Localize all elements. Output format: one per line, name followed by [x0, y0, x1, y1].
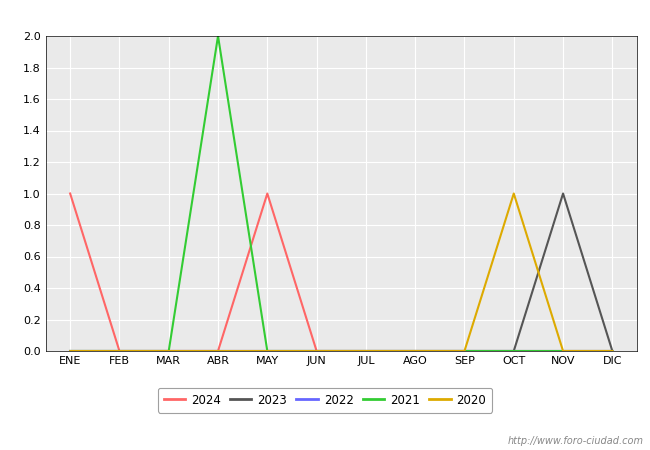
Line: 2020: 2020 — [70, 194, 612, 351]
2020 — [608, 348, 616, 354]
2023 — [263, 348, 271, 354]
2024 — [608, 348, 616, 354]
2020 — [263, 348, 271, 354]
2024 — [165, 348, 173, 354]
2022 — [214, 348, 222, 354]
2024 — [362, 348, 370, 354]
2023 — [214, 348, 222, 354]
2021 — [313, 348, 320, 354]
2021 — [66, 348, 74, 354]
2024 — [214, 348, 222, 354]
2021 — [214, 33, 222, 39]
2022 — [510, 348, 517, 354]
2021 — [263, 348, 271, 354]
2023 — [461, 348, 469, 354]
2022 — [165, 348, 173, 354]
2020 — [411, 348, 419, 354]
2022 — [411, 348, 419, 354]
2020 — [559, 348, 567, 354]
2023 — [66, 348, 74, 354]
2022 — [608, 348, 616, 354]
2024 — [313, 348, 320, 354]
2023 — [411, 348, 419, 354]
2020 — [510, 191, 517, 196]
2024 — [116, 348, 124, 354]
2020 — [116, 348, 124, 354]
2024 — [510, 348, 517, 354]
2024 — [411, 348, 419, 354]
2020 — [165, 348, 173, 354]
2023 — [559, 191, 567, 196]
2020 — [362, 348, 370, 354]
2021 — [362, 348, 370, 354]
2024 — [559, 348, 567, 354]
2023 — [313, 348, 320, 354]
Legend: 2024, 2023, 2022, 2021, 2020: 2024, 2023, 2022, 2021, 2020 — [158, 388, 492, 413]
2021 — [411, 348, 419, 354]
2022 — [362, 348, 370, 354]
2022 — [559, 348, 567, 354]
2021 — [608, 348, 616, 354]
Line: 2023: 2023 — [70, 194, 612, 351]
2020 — [313, 348, 320, 354]
2023 — [510, 348, 517, 354]
Text: Matriculaciones de Vehiculos en Fulleda: Matriculaciones de Vehiculos en Fulleda — [172, 10, 478, 26]
2022 — [461, 348, 469, 354]
2024 — [66, 191, 74, 196]
2022 — [66, 348, 74, 354]
2021 — [461, 348, 469, 354]
2021 — [165, 348, 173, 354]
2020 — [461, 348, 469, 354]
2021 — [510, 348, 517, 354]
2023 — [608, 348, 616, 354]
2023 — [165, 348, 173, 354]
Text: http://www.foro-ciudad.com: http://www.foro-ciudad.com — [508, 436, 644, 446]
2023 — [116, 348, 124, 354]
2024 — [263, 191, 271, 196]
2020 — [66, 348, 74, 354]
2022 — [263, 348, 271, 354]
2024 — [461, 348, 469, 354]
Line: 2021: 2021 — [70, 36, 612, 351]
2022 — [116, 348, 124, 354]
Line: 2024: 2024 — [70, 194, 612, 351]
2020 — [214, 348, 222, 354]
2021 — [116, 348, 124, 354]
2023 — [362, 348, 370, 354]
2021 — [559, 348, 567, 354]
2022 — [313, 348, 320, 354]
